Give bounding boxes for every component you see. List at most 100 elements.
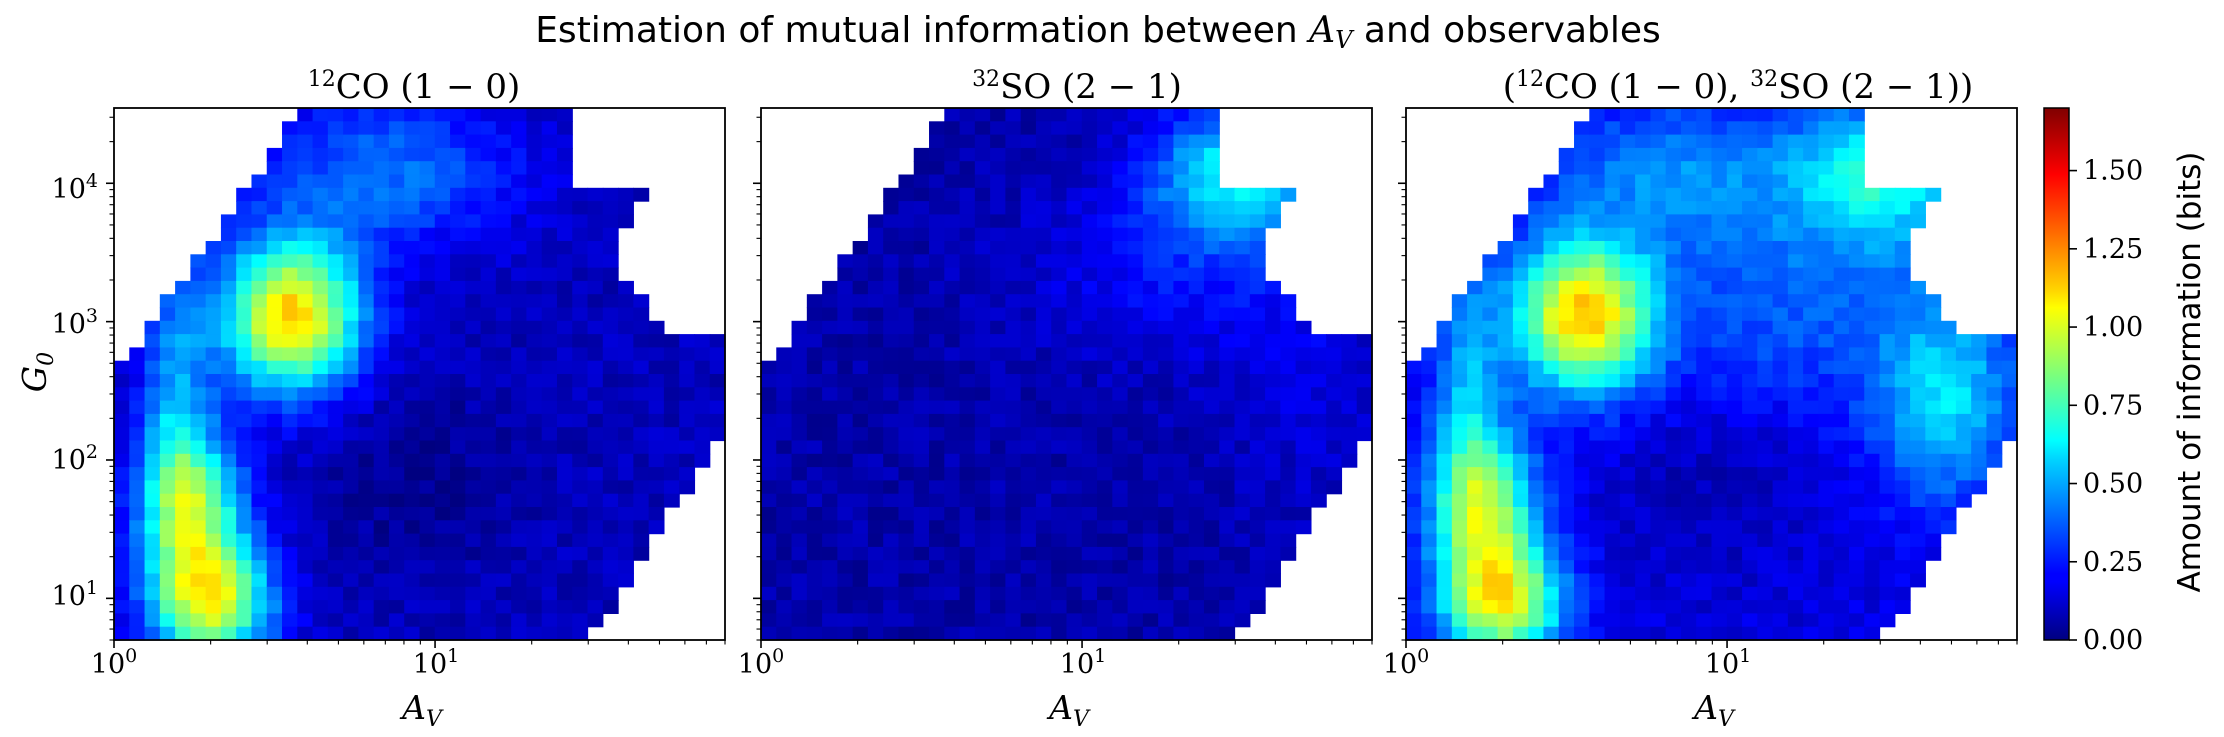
heatmap-cell bbox=[1864, 307, 1881, 322]
heatmap-cell bbox=[648, 347, 665, 362]
heatmap-cell bbox=[1219, 427, 1236, 442]
heatmap-cell bbox=[837, 413, 854, 428]
heatmap-cell bbox=[852, 600, 869, 614]
heatmap-cell bbox=[1848, 560, 1865, 575]
heatmap-cell bbox=[1711, 134, 1728, 149]
heatmap-cell bbox=[1680, 586, 1697, 601]
heatmap-cell bbox=[1406, 427, 1422, 442]
heatmap-cell bbox=[1265, 493, 1281, 508]
heatmap-cell bbox=[913, 227, 930, 242]
heatmap-cell bbox=[1097, 121, 1113, 136]
heatmap-cell bbox=[1497, 360, 1514, 375]
heatmap-cell bbox=[1035, 546, 1052, 561]
heatmap-cell bbox=[495, 161, 512, 176]
heatmap-cell bbox=[1249, 520, 1266, 535]
heatmap-cell bbox=[1020, 387, 1037, 402]
heatmap-cell bbox=[1864, 334, 1881, 348]
heatmap-cell bbox=[1497, 307, 1514, 322]
heatmap-cell bbox=[465, 294, 482, 309]
heatmap-cell bbox=[236, 187, 253, 202]
heatmap-cell bbox=[1020, 214, 1037, 229]
heatmap-cell bbox=[1203, 347, 1220, 362]
heatmap-cell bbox=[1635, 493, 1652, 508]
heatmap-cell bbox=[1112, 267, 1129, 282]
heatmap-cell bbox=[1925, 413, 1942, 428]
heatmap-cell bbox=[1081, 533, 1098, 548]
heatmap-cell bbox=[251, 560, 268, 575]
heatmap-cell bbox=[1925, 320, 1942, 335]
heatmap-cell bbox=[1650, 400, 1667, 415]
heatmap-cell bbox=[1482, 507, 1499, 521]
heatmap-cell bbox=[144, 387, 161, 402]
heatmap-cell bbox=[1787, 400, 1804, 415]
heatmap-cell bbox=[1604, 613, 1621, 628]
heatmap-cell bbox=[959, 121, 976, 136]
heatmap-cell bbox=[343, 121, 360, 136]
heatmap-cell bbox=[465, 174, 482, 189]
heatmap-cell bbox=[205, 440, 222, 455]
heatmap-cell bbox=[327, 214, 344, 229]
heatmap-cell bbox=[1188, 413, 1205, 428]
heatmap-cell bbox=[1665, 573, 1682, 588]
heatmap-cell bbox=[1436, 400, 1453, 415]
heatmap-cell bbox=[1295, 427, 1312, 442]
heatmap-cell bbox=[1436, 413, 1453, 428]
heatmap-cell bbox=[1604, 174, 1621, 189]
heatmap-cell bbox=[929, 334, 945, 348]
heatmap-cell bbox=[495, 387, 512, 402]
heatmap-cell bbox=[114, 374, 130, 388]
heatmap-cell bbox=[480, 201, 497, 215]
heatmap-cell bbox=[1097, 241, 1113, 255]
heatmap-cell bbox=[388, 467, 405, 481]
heatmap-cell bbox=[587, 267, 604, 282]
heatmap-cell bbox=[1081, 187, 1098, 202]
heatmap-cell bbox=[1203, 600, 1220, 614]
heatmap-cell bbox=[1910, 307, 1926, 322]
heatmap-cell bbox=[1081, 440, 1098, 455]
heatmap-cell bbox=[1589, 320, 1606, 335]
heatmap-cell bbox=[929, 480, 945, 495]
heatmap-cell bbox=[1680, 334, 1697, 348]
heatmap-cell bbox=[511, 480, 528, 495]
heatmap-cell bbox=[990, 267, 1007, 282]
heatmap-cell bbox=[1574, 121, 1590, 136]
heatmap-cell bbox=[1619, 174, 1636, 189]
heatmap-cell bbox=[761, 360, 777, 375]
heatmap-cell bbox=[1066, 334, 1083, 348]
heatmap-cell bbox=[1574, 586, 1590, 601]
heatmap-cell bbox=[694, 374, 711, 388]
heatmap-cell bbox=[297, 108, 314, 122]
heatmap-cell bbox=[480, 187, 497, 202]
heatmap-cell bbox=[297, 453, 314, 468]
heatmap-cell bbox=[1188, 161, 1205, 176]
heatmap-cell bbox=[480, 440, 497, 455]
heatmap-cell bbox=[343, 453, 360, 468]
heatmap-cell bbox=[1249, 387, 1266, 402]
heatmap-cell bbox=[1665, 507, 1682, 521]
heatmap-cell bbox=[1848, 480, 1865, 495]
heatmap-cell bbox=[944, 320, 961, 335]
heatmap-cell bbox=[1742, 413, 1758, 428]
heatmap-cell bbox=[1326, 387, 1343, 402]
heatmap-cell bbox=[282, 573, 298, 588]
heatmap-cell bbox=[1173, 320, 1190, 335]
heatmap-cell bbox=[1142, 533, 1159, 548]
heatmap-cell bbox=[776, 533, 793, 548]
heatmap-cell bbox=[1619, 254, 1636, 269]
heatmap-cell bbox=[465, 467, 482, 481]
heatmap-cell bbox=[898, 267, 915, 282]
heatmap-cell bbox=[419, 320, 436, 335]
heatmap-cell bbox=[1619, 546, 1636, 561]
heatmap-cell bbox=[144, 507, 161, 521]
heatmap-cell bbox=[312, 108, 329, 122]
heatmap-cell bbox=[190, 453, 207, 468]
colorbar-tick-label: 0.75 bbox=[2083, 390, 2143, 421]
heatmap-cell bbox=[1558, 241, 1575, 255]
heatmap-cell bbox=[1543, 294, 1560, 309]
heatmap-cell bbox=[1528, 440, 1545, 455]
heatmap-cell bbox=[1787, 507, 1804, 521]
heatmap-cell bbox=[959, 320, 976, 335]
heatmap-cell bbox=[1081, 387, 1098, 402]
heatmap-cell bbox=[465, 560, 482, 575]
heatmap-cell bbox=[633, 467, 650, 481]
